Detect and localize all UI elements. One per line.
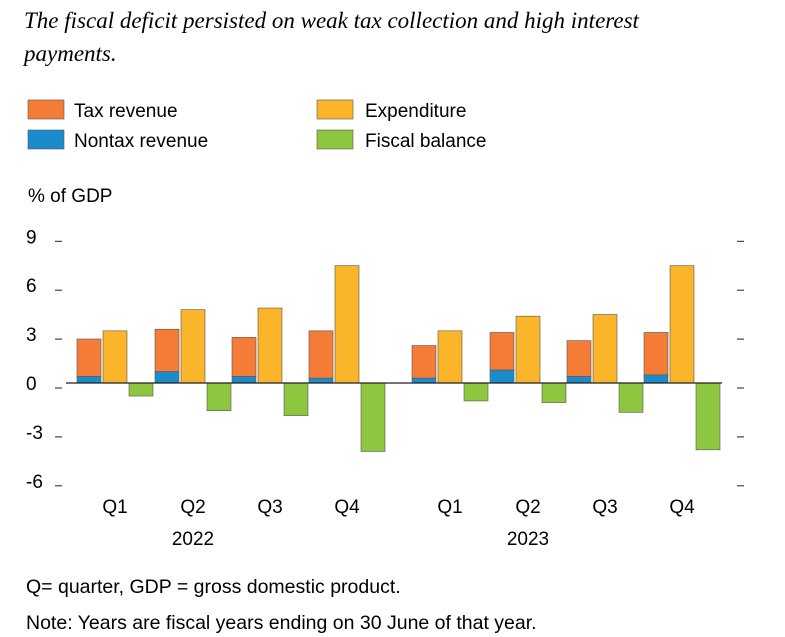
x-tick-label: Q2 xyxy=(180,497,205,518)
bar-tax-revenue xyxy=(489,332,515,371)
y-tick-label: 0 xyxy=(26,374,37,395)
legend-swatch-nontax xyxy=(27,129,65,150)
bar-nontax-revenue xyxy=(76,376,102,384)
bar-nontax-revenue xyxy=(411,377,437,384)
bar-tax-revenue xyxy=(566,340,592,377)
bar-tax-revenue xyxy=(643,332,669,376)
legend-label-expenditure: Expenditure xyxy=(365,101,466,122)
bar-expenditure xyxy=(437,330,463,384)
bar-expenditure xyxy=(102,330,128,384)
legend-swatch-expenditure xyxy=(316,99,354,120)
bar-nontax-revenue xyxy=(566,376,592,384)
legend: Tax revenue Nontax revenue Expenditure F… xyxy=(27,99,486,152)
x-group-label: 2022 xyxy=(172,529,214,550)
x-tick-label: Q4 xyxy=(334,497,360,518)
x-axis: Q1 Q2 Q3 Q4 Q1 Q2 Q3 Q4 2022 2023 xyxy=(102,497,695,550)
legend-swatch-tax xyxy=(27,99,65,120)
bar-nontax-revenue xyxy=(308,377,334,384)
bar-tax-revenue xyxy=(308,330,334,379)
legend-label-balance: Fiscal balance xyxy=(365,131,486,152)
x-tick-label: Q2 xyxy=(515,497,540,518)
y-axis: 9 6 3 0 -3 -6 xyxy=(26,227,744,493)
bar-tax-revenue xyxy=(231,337,257,377)
bar-nontax-revenue xyxy=(231,376,257,384)
legend-label-tax: Tax revenue xyxy=(74,101,178,122)
legend-label-nontax: Nontax revenue xyxy=(74,131,208,152)
x-tick-label: Q1 xyxy=(102,497,127,518)
bar-nontax-revenue xyxy=(154,371,180,384)
bar-fiscal-balance xyxy=(695,382,721,451)
bar-expenditure xyxy=(334,265,360,384)
bar-fiscal-balance xyxy=(618,382,644,413)
bar-tax-revenue xyxy=(411,345,437,379)
bar-fiscal-balance xyxy=(206,382,232,412)
bar-tax-revenue xyxy=(154,328,180,372)
bar-fiscal-balance xyxy=(541,382,567,403)
legend-swatch-balance xyxy=(316,129,354,150)
y-axis-title: % of GDP xyxy=(28,186,112,207)
chart-title-line-1: The fiscal deficit persisted on weak tax… xyxy=(24,8,640,33)
bar-expenditure xyxy=(180,309,206,384)
y-tick-label: -6 xyxy=(26,472,43,493)
y-tick-label: 9 xyxy=(26,227,37,248)
chart-title-line-2: payments. xyxy=(22,41,117,66)
bar-fiscal-balance xyxy=(128,382,154,397)
bar-tax-revenue xyxy=(76,338,102,377)
bar-expenditure xyxy=(669,265,695,384)
bar-fiscal-balance xyxy=(283,382,309,416)
y-tick-label: 3 xyxy=(26,325,37,346)
y-tick-label: 6 xyxy=(26,276,37,297)
bar-expenditure xyxy=(592,314,618,384)
bars xyxy=(66,265,722,452)
bar-nontax-revenue xyxy=(489,369,515,384)
bar-expenditure xyxy=(515,315,541,384)
bar-expenditure xyxy=(257,307,283,384)
x-tick-label: Q4 xyxy=(669,497,695,518)
bar-fiscal-balance xyxy=(360,382,386,452)
bar-fiscal-balance xyxy=(463,382,489,402)
x-tick-label: Q3 xyxy=(592,497,617,518)
note-abbreviations: Q= quarter, GDP = gross domestic product… xyxy=(26,576,401,598)
x-tick-label: Q3 xyxy=(257,497,282,518)
x-tick-label: Q1 xyxy=(437,497,462,518)
note-fiscal-years: Note: Years are fiscal years ending on 3… xyxy=(26,612,537,634)
y-tick-label: -3 xyxy=(26,423,43,444)
x-group-label: 2023 xyxy=(507,529,549,550)
bar-nontax-revenue xyxy=(643,374,669,384)
